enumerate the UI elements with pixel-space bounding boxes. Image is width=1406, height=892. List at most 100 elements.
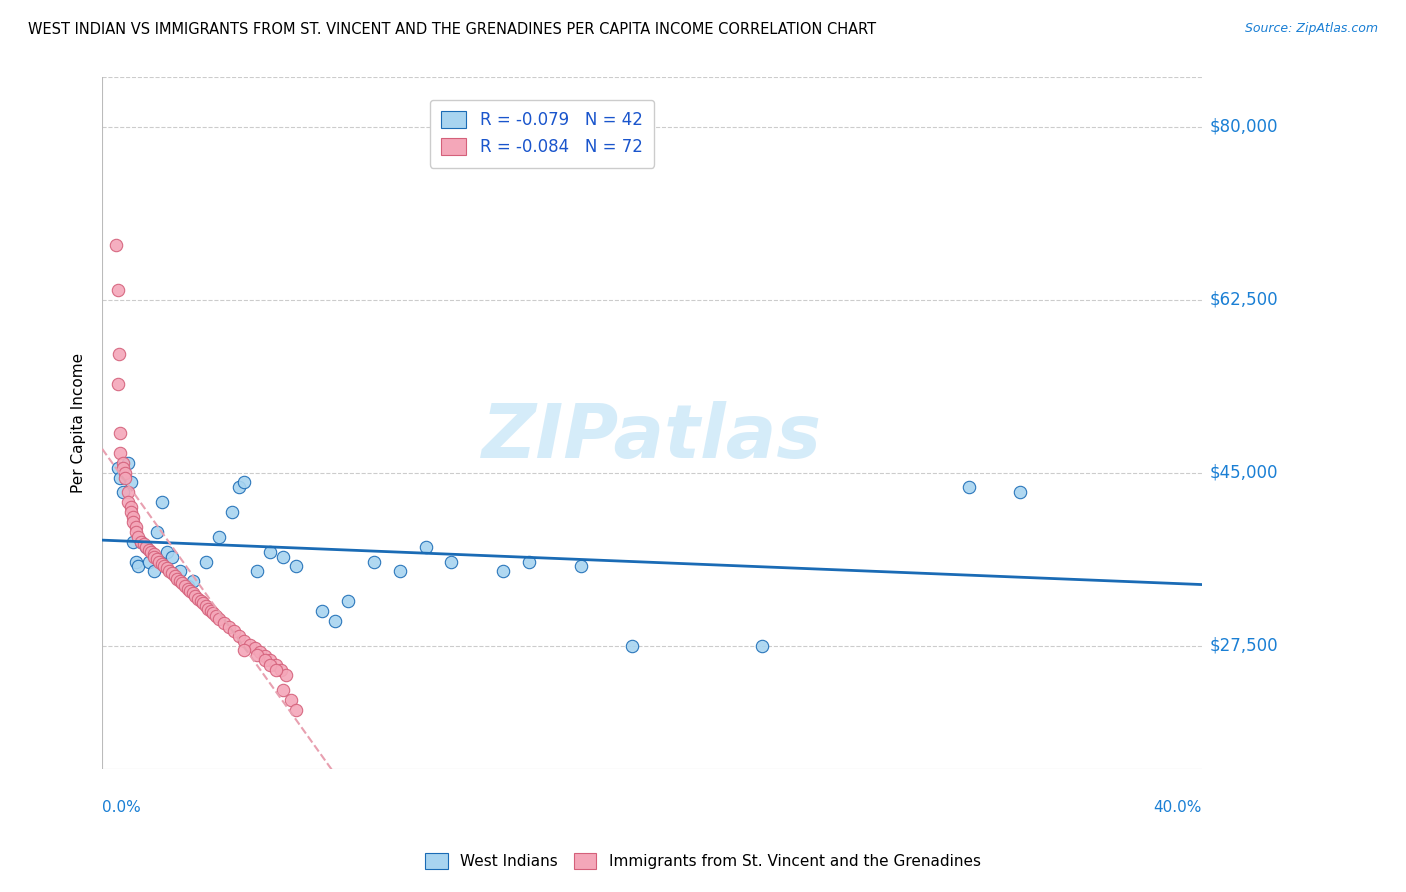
Point (117, 456, 139, 470)
Point (194, 599, 217, 613)
Point (197, 602, 219, 616)
Point (181, 574, 204, 589)
Point (200, 604, 222, 618)
Point (122, 534, 145, 549)
Point (120, 475, 142, 490)
Point (110, 446, 132, 460)
Point (160, 549, 183, 564)
Point (202, 606, 225, 620)
Point (142, 565, 165, 579)
Legend: R = -0.079   N = 42, R = -0.084   N = 72: R = -0.079 N = 42, R = -0.084 N = 72 (430, 100, 654, 168)
Point (166, 572, 188, 586)
Point (125, 524, 148, 539)
Point (233, 475, 256, 490)
Point (141, 544, 163, 558)
Point (517, 555, 540, 569)
Y-axis label: Per Capita Income: Per Capita Income (72, 353, 86, 493)
Point (1010, 485, 1032, 500)
Point (388, 565, 411, 579)
Point (117, 485, 139, 500)
Point (111, 485, 134, 500)
Point (135, 540, 157, 554)
Point (363, 555, 385, 569)
Text: 0.0%: 0.0% (103, 799, 141, 814)
Point (259, 658, 281, 673)
Point (285, 703, 308, 717)
Point (249, 645, 271, 659)
Point (190, 594, 212, 608)
Point (125, 555, 148, 569)
Point (108, 347, 131, 361)
Point (218, 620, 240, 634)
Point (264, 658, 287, 673)
Point (415, 540, 437, 554)
Point (259, 653, 281, 667)
Point (492, 565, 515, 579)
Point (105, 238, 128, 252)
Legend: West Indians, Immigrants from St. Vincent and the Grenadines: West Indians, Immigrants from St. Vincen… (419, 847, 987, 875)
Text: $45,000: $45,000 (1211, 464, 1278, 482)
Point (111, 456, 134, 470)
Point (135, 540, 157, 554)
Point (138, 542, 160, 557)
Point (138, 555, 160, 569)
Point (621, 639, 644, 653)
Point (311, 604, 333, 618)
Point (181, 586, 204, 600)
Point (150, 557, 173, 571)
Point (120, 505, 142, 519)
Point (228, 629, 250, 643)
Point (169, 574, 191, 589)
Point (122, 515, 145, 529)
Point (142, 547, 165, 561)
Point (569, 559, 592, 574)
Point (172, 576, 194, 591)
Point (271, 683, 294, 698)
Point (336, 594, 359, 608)
Point (148, 555, 170, 569)
Point (110, 426, 132, 441)
Point (228, 480, 250, 494)
Point (114, 470, 136, 484)
Point (205, 608, 228, 623)
Point (110, 470, 132, 484)
Point (179, 584, 201, 599)
Point (176, 579, 198, 593)
Point (127, 559, 149, 574)
Point (187, 592, 209, 607)
Point (246, 565, 269, 579)
Point (271, 549, 294, 564)
Point (145, 551, 167, 566)
Point (212, 615, 235, 630)
Text: Source: ZipAtlas.com: Source: ZipAtlas.com (1244, 22, 1378, 36)
Point (207, 530, 229, 544)
Point (224, 624, 246, 638)
Point (114, 466, 136, 480)
Point (259, 544, 281, 558)
Point (107, 376, 129, 391)
Point (207, 612, 229, 626)
Point (221, 505, 243, 519)
Point (280, 693, 302, 707)
Point (254, 649, 277, 664)
Point (264, 663, 287, 677)
Point (957, 480, 980, 494)
Point (129, 534, 152, 549)
Point (153, 559, 176, 574)
Point (132, 537, 155, 551)
Point (233, 633, 256, 648)
Point (169, 565, 191, 579)
Text: $80,000: $80,000 (1211, 118, 1278, 136)
Point (150, 495, 173, 509)
Point (125, 520, 148, 534)
Point (440, 555, 463, 569)
Point (174, 579, 197, 593)
Point (254, 653, 277, 667)
Point (122, 510, 145, 524)
Point (270, 663, 292, 677)
Point (233, 643, 256, 657)
Text: ZIPatlas: ZIPatlas (482, 401, 823, 474)
Point (159, 565, 181, 579)
Point (239, 638, 262, 652)
Point (156, 544, 179, 558)
